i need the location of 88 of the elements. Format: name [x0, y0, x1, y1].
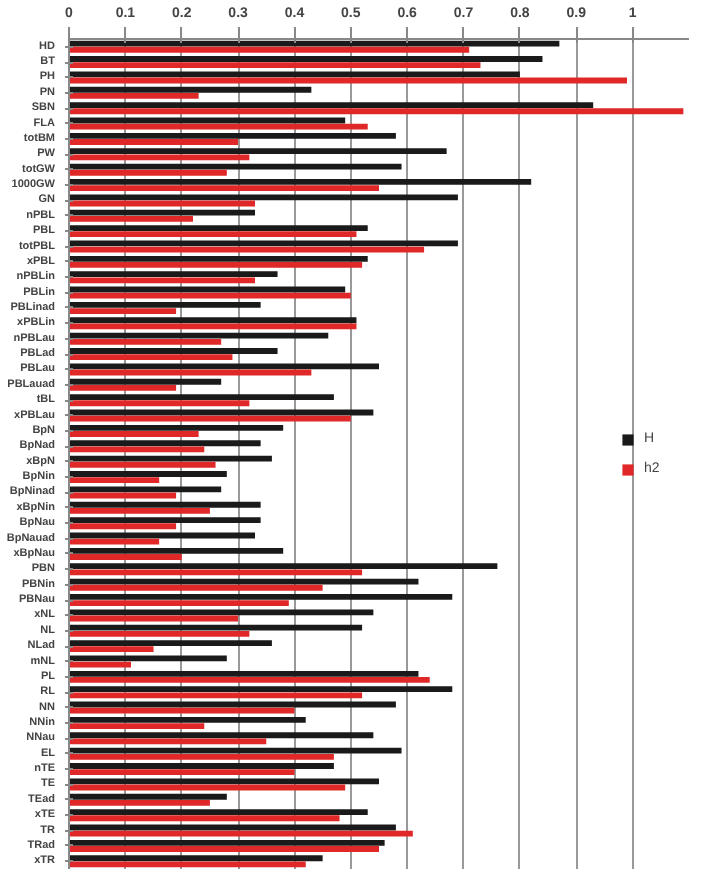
- bar: [69, 169, 227, 176]
- bar: [69, 630, 250, 637]
- bar: [69, 799, 210, 806]
- bar: [69, 609, 374, 616]
- bar: [69, 277, 255, 284]
- bar: [69, 640, 272, 646]
- bar: [69, 830, 413, 837]
- bar: [69, 486, 222, 493]
- bar: [69, 507, 210, 514]
- bar: [69, 846, 379, 852]
- bar: [69, 292, 351, 299]
- bar: [69, 348, 278, 354]
- bar: [69, 477, 160, 484]
- bar: [69, 600, 289, 607]
- bar: [69, 686, 453, 693]
- bar: [69, 262, 363, 268]
- bar: [69, 148, 447, 155]
- bar: [69, 415, 351, 422]
- bar: [69, 753, 334, 760]
- bar: [69, 769, 295, 776]
- bar: [69, 301, 261, 308]
- bar: [69, 378, 222, 385]
- bar: [69, 747, 402, 754]
- bar: [69, 231, 357, 238]
- bar: [69, 455, 272, 462]
- bar: [69, 471, 227, 477]
- bar: [69, 431, 199, 437]
- bar: [69, 517, 261, 524]
- bar: [69, 86, 312, 93]
- bar: [69, 194, 458, 201]
- bar: [69, 501, 261, 508]
- bar: [69, 732, 374, 739]
- bar: [69, 56, 543, 62]
- bar: [69, 670, 419, 677]
- bar: [69, 225, 368, 231]
- bar: [69, 92, 199, 99]
- bar: [69, 363, 379, 370]
- bar: [69, 308, 177, 314]
- bar: [69, 707, 295, 714]
- bar: [69, 538, 160, 545]
- bar: [69, 400, 250, 407]
- bar: [69, 185, 379, 192]
- bar: [69, 809, 368, 816]
- bar: [69, 677, 430, 683]
- bar: [69, 71, 520, 78]
- bar: [69, 332, 329, 339]
- bar: [69, 815, 340, 822]
- bar: [69, 569, 363, 576]
- bar: [69, 354, 233, 361]
- bar: [69, 46, 470, 53]
- bar: [69, 123, 368, 130]
- bar: [69, 440, 261, 447]
- bar: [69, 646, 154, 653]
- bar: [69, 271, 278, 278]
- bar: [69, 554, 182, 560]
- bar: [69, 317, 357, 324]
- bar: [69, 723, 205, 729]
- bar: [69, 547, 284, 554]
- bar: [69, 523, 177, 530]
- bar: [69, 62, 481, 69]
- bar: [69, 384, 177, 391]
- bar: [69, 338, 222, 345]
- bar: [69, 461, 216, 468]
- bar: [69, 132, 396, 139]
- bar: [69, 108, 684, 115]
- bar: [69, 563, 498, 570]
- bar: [69, 446, 205, 453]
- bar: [69, 692, 363, 699]
- bar: [69, 594, 453, 600]
- bar: [69, 154, 250, 161]
- bar: [69, 763, 334, 769]
- bar: [69, 209, 255, 216]
- bar: [69, 855, 323, 862]
- bar: [69, 102, 594, 109]
- bar: [69, 778, 379, 785]
- bar: [69, 255, 368, 262]
- bar: [69, 716, 306, 723]
- bar: [69, 861, 306, 868]
- bar: [69, 584, 323, 591]
- bar: [69, 793, 227, 800]
- bar: [69, 179, 532, 185]
- bar: [69, 839, 385, 846]
- bar: [69, 139, 239, 145]
- bar: [69, 424, 284, 431]
- bar: [69, 215, 193, 222]
- bar: [69, 394, 334, 401]
- bar: [69, 40, 560, 47]
- bar: [69, 624, 363, 631]
